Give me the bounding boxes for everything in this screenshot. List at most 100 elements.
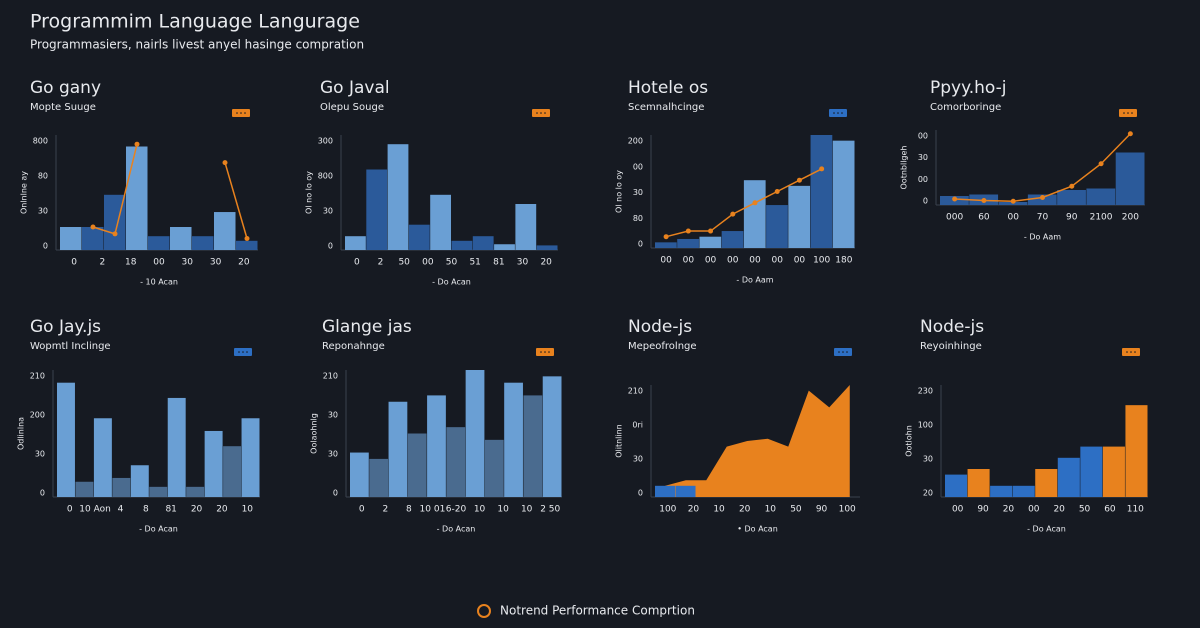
x-tick-label: 0 [71,258,77,268]
y-tick-label: 80 [38,172,48,181]
panel-subtitle: Olepu Souge [320,102,384,113]
bar [366,169,388,250]
legend-chip-dot [1131,112,1133,114]
bar [1102,446,1125,497]
bar [1057,190,1086,205]
bar [82,227,104,250]
panel-title: Ppyy.ho-j [930,78,1007,98]
y-tick-label: 0 [333,489,338,498]
x-tick-label: 00 [749,256,761,266]
bar [810,135,833,248]
bar [766,205,788,248]
bar [148,236,170,250]
line-point [90,224,96,230]
x-tick-label: 00 [1028,505,1040,515]
line-point [244,236,250,241]
y-tick-label: 0 [638,240,643,249]
bar [369,458,389,497]
y-tick-label: 100 [918,421,933,430]
bar [407,433,427,497]
line-point [134,141,140,147]
panel-subtitle: Scemnalhcinge [628,102,704,113]
bar [494,244,515,250]
y-tick-label: 800 [318,172,333,181]
x-tick-label: 20 [688,505,700,515]
x-tick-label: 18 [125,258,137,268]
line-point [663,234,669,240]
x-tick-label: 10 01 [420,505,446,515]
y-tick-label: 00 [918,132,928,141]
bar [1012,485,1035,497]
legend-chip-dot [540,351,542,353]
bar [1035,469,1058,497]
bar [451,240,473,250]
bar [75,481,94,497]
y-tick-label: 210 [323,372,338,381]
line-point [685,228,691,234]
bar [504,382,523,497]
bar [112,477,131,497]
legend-chip-dot [536,112,538,114]
x-tick-label: 0 [67,505,73,515]
page-subtitle: Programmasiers, nairls livest anyel hasi… [30,38,364,52]
panel-subtitle: Mopte Suuge [30,102,96,113]
bar [350,452,369,497]
line-point [774,189,780,194]
bar [345,236,366,250]
legend-chip-dot [540,112,542,114]
x-tick-label: 20 [1053,505,1065,515]
legend-chip-dot [1134,351,1136,353]
bar [170,227,192,250]
line-point [708,228,714,234]
legend-chip-dot [1126,351,1128,353]
x-tick-label: 20 [739,505,751,515]
panel-title: Node-js [920,317,984,337]
y-tick-label: 230 [918,387,933,396]
x-axis-title: - Do Acan [437,525,476,534]
panel-subtitle: Comorboringe [930,102,1001,113]
x-tick-label: 10 [474,505,486,515]
bar [387,144,409,250]
y-axis-title: Odlinlna [17,417,26,450]
line-point [222,160,228,166]
bar [536,245,558,250]
x-tick-label: 180 [835,256,852,266]
x-tick-label: 00 [727,256,739,266]
x-tick-label: 50 [398,258,410,268]
y-tick-label: 0ri [632,421,643,430]
panel-title: Glange jas [322,317,412,337]
x-tick-label: 90 [1066,213,1078,223]
bar [223,446,242,497]
bar [655,485,675,497]
y-axis-title: Olitnlinn [615,424,624,458]
y-tick-label: 210 [628,387,643,396]
x-tick-label: 00 [422,258,434,268]
panel-subtitle: Wopmtl Inclinge [30,341,111,352]
x-tick-label: 000 [946,213,963,223]
legend-chip-dot [846,351,848,353]
x-tick-label: 50 [790,505,802,515]
y-tick-label: 30 [923,455,933,464]
bar [472,236,494,250]
panel-subtitle: Reyoinhinge [920,341,982,352]
line-point [1127,131,1133,137]
x-tick-label: 6-20 [446,505,467,515]
x-tick-label: 00 [794,256,806,266]
bar [743,180,766,248]
x-tick-label: 110 [1127,505,1144,515]
panel-title: Go Jay.js [30,317,101,337]
x-tick-label: 50 [1079,505,1091,515]
legend-chip-dot [1123,112,1125,114]
x-tick-label: 0 [359,505,365,515]
bar [57,382,75,497]
line-point [1069,183,1075,189]
y-axis-title: Ootnbllgeh [900,146,909,190]
y-tick-label: 30 [328,411,338,420]
y-tick-label: 30 [918,153,928,162]
x-tick-label: 90 [977,505,989,515]
x-tick-label: 8 [143,505,149,515]
legend-chip-dot [544,112,546,114]
x-tick-label: 200 [1122,213,1139,223]
bar [167,397,186,497]
bar [149,486,168,497]
